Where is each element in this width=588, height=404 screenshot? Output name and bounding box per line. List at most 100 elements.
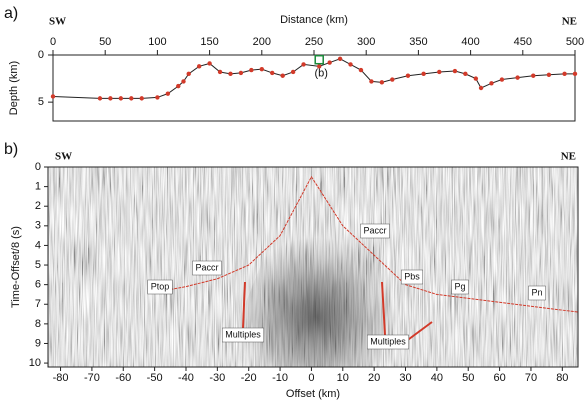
- y-tick-label: 5: [38, 96, 44, 108]
- left-label: SW: [49, 16, 66, 28]
- x-tick-label: 0: [308, 372, 314, 384]
- profile-point: [572, 71, 578, 77]
- profile-point: [280, 73, 285, 78]
- profile-point: [478, 85, 484, 91]
- x-tick-label: 150: [200, 36, 218, 48]
- profile-point: [301, 62, 306, 67]
- profile-point: [452, 68, 458, 74]
- profile-point: [437, 69, 442, 75]
- location-marker: [314, 54, 324, 65]
- annotation-box: [192, 260, 222, 276]
- panel-b: b) SW NE-80 -70 -60 -50 -40 -30 -20 -10 0 10 20 30 40 5…: [4, 141, 579, 400]
- profile-point: [249, 67, 254, 73]
- profile-point: [379, 80, 385, 85]
- x-tick-label: 80: [556, 372, 568, 384]
- pick-line: [154, 175, 579, 313]
- annotation-box: [528, 285, 546, 301]
- x-tick-label: 300: [357, 36, 375, 48]
- x-axis-title: Offset (km): [286, 388, 340, 400]
- plot-frame: [52, 54, 576, 122]
- annotation: Paccr: [363, 225, 386, 235]
- right-label: NE: [561, 151, 576, 163]
- x-tick-label: 30: [399, 372, 411, 384]
- profile-point: [348, 62, 353, 67]
- panel-label: a): [4, 5, 18, 22]
- profile-point: [489, 81, 494, 86]
- x-tick-label: -10: [272, 372, 288, 384]
- annotation: Multiples: [370, 336, 406, 346]
- profile-point: [463, 71, 468, 77]
- profile-point: [108, 96, 113, 101]
- annotation: Pbs: [404, 271, 420, 281]
- profile-point: [562, 71, 567, 77]
- x-tick-label: -70: [84, 372, 100, 384]
- seismic-dark: [220, 167, 420, 367]
- arrow: [404, 321, 433, 343]
- x-tick-label: 500: [566, 36, 584, 48]
- x-tick-label: 100: [148, 36, 166, 48]
- annotation-box: [451, 279, 469, 295]
- x-tick-label: -50: [147, 372, 163, 384]
- x-tick-label: 200: [253, 36, 271, 48]
- y-tick-label: 9: [35, 337, 41, 349]
- profile-point: [337, 56, 343, 61]
- y-axis-title: Time-Offset/8 (s): [10, 226, 22, 308]
- profile-point: [186, 71, 191, 77]
- profile-point: [129, 96, 134, 101]
- profile-point: [97, 96, 103, 101]
- profile-point: [270, 70, 275, 76]
- profile-point: [176, 83, 181, 89]
- arrow: [381, 281, 386, 336]
- profile-point: [473, 76, 479, 81]
- x-tick-label: 60: [493, 372, 505, 384]
- axis-title: Distance (km): [280, 14, 348, 26]
- panel-label: b): [4, 141, 18, 158]
- x-tick-label: 10: [337, 372, 349, 384]
- annotation: Pg: [454, 281, 465, 291]
- y-tick-label: 2: [35, 200, 41, 212]
- y-tick-label: 3: [35, 220, 41, 232]
- x-tick-label: -20: [241, 372, 257, 384]
- x-tick-label: 250: [305, 36, 323, 48]
- annotation: Ptop: [151, 281, 170, 291]
- profile-point: [207, 61, 212, 66]
- x-tick-label: 50: [99, 36, 111, 48]
- profile-point: [196, 64, 202, 69]
- x-tick-label: 0: [50, 36, 56, 48]
- right-label: NE: [562, 16, 577, 28]
- profile-point: [259, 66, 264, 72]
- y-tick-label: 0: [38, 49, 44, 61]
- panel-a: a) Distance (km)SW NE0 50 100 150 200 250 300 350…: [4, 5, 584, 122]
- y-tick-label: 1: [35, 181, 41, 193]
- profile-point: [217, 69, 223, 75]
- annotation-box: [366, 334, 410, 350]
- x-tick-label: 350: [409, 36, 427, 48]
- y-tick-label: 7: [35, 298, 41, 310]
- marker-label: (b): [314, 68, 327, 80]
- profile-point: [369, 79, 374, 84]
- profile-point: [165, 91, 171, 96]
- profile-point: [327, 60, 332, 65]
- profile-point: [118, 96, 124, 101]
- profile-point: [155, 95, 160, 100]
- profile-point: [238, 70, 244, 76]
- profile-point: [181, 79, 186, 84]
- annotation: Multiples: [225, 329, 261, 339]
- x-tick-label: -80: [53, 372, 69, 384]
- annotation-box: [360, 223, 390, 239]
- left-label: SW: [55, 151, 72, 163]
- annotation-box: [221, 327, 265, 343]
- annotation-box: [400, 269, 424, 285]
- profile-point: [139, 96, 144, 101]
- profile-point: [405, 73, 411, 78]
- y-tick-label: 5: [35, 259, 41, 271]
- x-tick-label: 40: [431, 372, 443, 384]
- profile-point: [499, 77, 505, 82]
- y-tick-label: 8: [35, 318, 41, 330]
- annotation: Paccr: [195, 262, 218, 272]
- x-tick-label: -30: [209, 372, 225, 384]
- plot-frame: [47, 166, 579, 368]
- profile-point: [50, 94, 56, 99]
- arrow: [242, 281, 246, 329]
